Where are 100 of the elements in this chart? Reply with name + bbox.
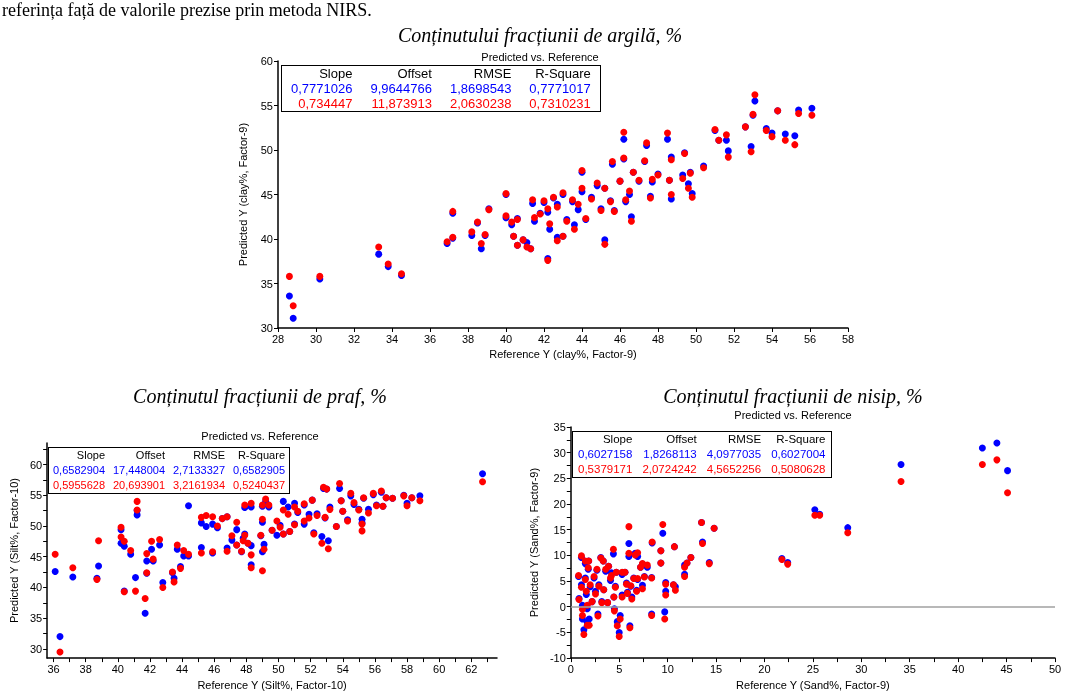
annotation: 4,5652256 (705, 462, 763, 477)
x-tick-label: 62 (465, 662, 478, 675)
x-tick-label: 50 (689, 332, 703, 345)
y-tick-label: 20 (553, 498, 566, 511)
x-tick-label: 35 (903, 662, 916, 675)
annotation: 0,6027004 (770, 447, 827, 462)
x-tick-label: 32 (347, 332, 361, 345)
text: referința față de valorile prezise prin metoda NIRS. (2, 0, 372, 21)
x-tick-label: 0 (567, 662, 574, 675)
annotation: Slope (601, 432, 634, 447)
x-tick-label: 15 (709, 662, 723, 675)
annotation: 0,5955628 (52, 478, 106, 493)
x-tick-label: 56 (368, 662, 382, 675)
annotation: 0,7771026 (290, 81, 354, 96)
x-tick-label: 10 (661, 662, 674, 675)
x-tick-label: 38 (461, 332, 475, 345)
y-tick-label: 10 (553, 549, 566, 562)
x-tick-label: 40 (499, 332, 513, 345)
x-tick-label: 56 (803, 332, 817, 345)
y-tick-label: 50 (260, 144, 273, 156)
annotation: R-Square (775, 432, 827, 447)
annotation: 0,6027158 (577, 447, 634, 462)
annotation: 0,6582904 (52, 463, 106, 478)
y-tick-label: 35 (553, 421, 566, 433)
x-tick-label: 50 (1048, 662, 1062, 675)
y-tick-label: 30 (260, 322, 273, 334)
x-tick-label: 34 (385, 332, 399, 345)
annotation: 0,7310231 (528, 96, 592, 112)
annotation: 1,8698543 (448, 81, 513, 96)
y-tick-label: 5 (559, 575, 566, 588)
x-axis-title: Reference Y (Silt%, Factor-10) (197, 678, 347, 691)
y-tick-label: 40 (29, 581, 43, 594)
chart-subtitle: Predicted vs. Reference (734, 408, 852, 421)
x-axis-title: Reference Y (clay%, Factor-9) (489, 348, 637, 361)
annotation: R-Square (534, 65, 592, 81)
annotation: RMSE (192, 448, 226, 463)
x-tick-label: 38 (79, 662, 92, 675)
annotation: Offset (134, 448, 166, 463)
y-tick-label: -5 (556, 626, 566, 639)
x-tick-label: 40 (952, 662, 965, 675)
annotation: Slope (75, 448, 106, 463)
x-tick-label: 58 (400, 662, 414, 675)
x-tick-label: 54 (765, 332, 779, 345)
x-tick-label: 44 (575, 332, 589, 345)
x-axis-title: Reference Y (Sand%, Factor-9) (736, 678, 890, 691)
x-tick-label: 58 (841, 332, 855, 345)
annotation: 17,448004 (112, 463, 166, 478)
x-tick-label: 30 (309, 332, 323, 345)
annotation: 0,734447 (297, 96, 354, 112)
y-tick-label: 55 (260, 99, 273, 112)
y-tick-label: 0 (559, 600, 566, 613)
annotation: 20,693901 (112, 478, 166, 493)
x-tick-label: 52 (304, 662, 317, 675)
x-tick-label: 42 (537, 332, 551, 345)
y-tick-label: 40 (260, 233, 273, 245)
y-axis-title: Predicted Y (clay%, Factor-9) (236, 122, 249, 267)
y-axis-title: Predicted Y (Sand%, Factor-9) (527, 467, 540, 618)
chart-subtitle: Predicted vs. Reference (481, 50, 599, 63)
x-tick-label: 44 (175, 662, 189, 675)
x-tick-label: 36 (423, 332, 437, 345)
x-tick-label: 40 (111, 662, 124, 675)
annotation: 11,873913 (370, 96, 433, 112)
x-tick-label: 45 (1000, 662, 1013, 675)
x-tick-label: 36 (47, 662, 60, 675)
y-tick-label: 45 (260, 188, 273, 201)
x-tick-label: 46 (613, 332, 627, 345)
annotation: 1,8268113 (642, 447, 698, 462)
y-tick-label: 50 (29, 519, 43, 532)
y-tick-label: 55 (29, 489, 43, 502)
x-tick-label: 5 (616, 662, 623, 675)
chart-title: Conținutul fracțiunii de praf, % (133, 385, 387, 408)
annotation: 0,5379171 (577, 462, 634, 477)
annotation: 0,7771017 (528, 81, 592, 96)
y-tick-label: 35 (260, 277, 273, 290)
x-tick-label: 30 (855, 662, 868, 675)
annotation: Offset (665, 432, 698, 447)
annotation: Offset (396, 65, 433, 81)
x-tick-label: 46 (208, 662, 221, 675)
annotation: RMSE (726, 432, 763, 447)
x-tick-label: 28 (271, 332, 285, 345)
x-tick-label: 48 (240, 662, 253, 675)
y-axis-title: Predicted Y (Silt%, Factor-10) (7, 478, 20, 624)
x-tick-label: 48 (651, 332, 665, 345)
annotation: RMSE (472, 65, 513, 81)
y-tick-label: 30 (29, 642, 43, 655)
annotation: 9,9644766 (369, 81, 433, 96)
y-tick-label: 35 (29, 612, 43, 625)
x-tick-label: 25 (806, 662, 820, 675)
x-tick-label: 54 (336, 662, 349, 675)
x-tick-label: 42 (143, 662, 157, 675)
annotation: 2,0630238 (448, 96, 513, 112)
annotation: Slope (318, 65, 354, 81)
annotation: 2,0724242 (641, 462, 698, 477)
y-tick-label: 60 (29, 458, 43, 471)
annotation: 0,6582905 (232, 463, 286, 478)
x-tick-label: 52 (727, 332, 741, 345)
x-tick-label: 20 (758, 662, 771, 675)
chart-subtitle: Predicted vs. Reference (201, 429, 319, 442)
chart-title: Conținutul fracțiunii de nisip, % (663, 385, 923, 408)
annotation: 4,0977035 (705, 447, 763, 462)
